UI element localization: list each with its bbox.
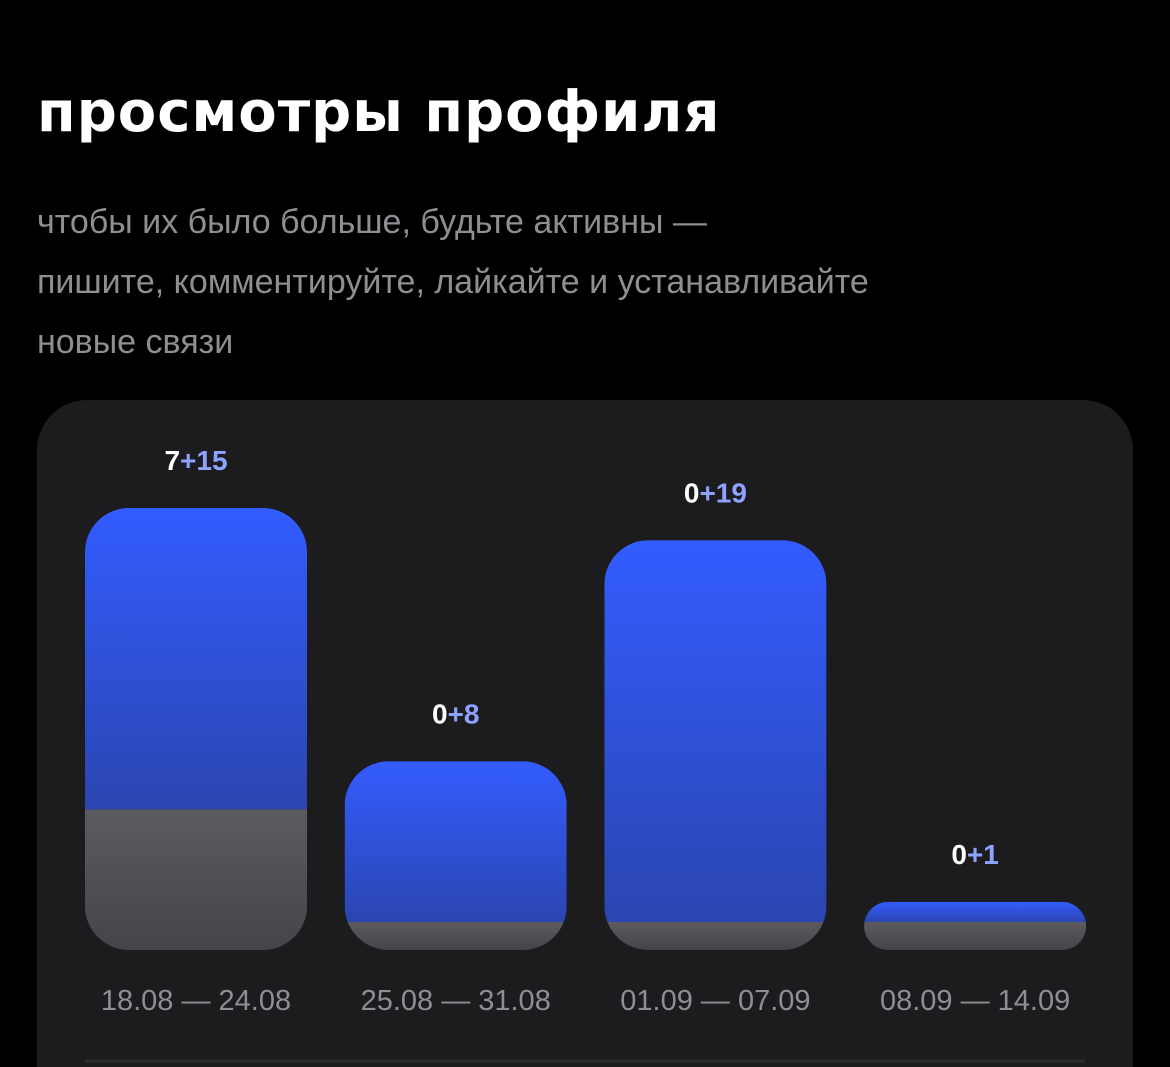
bar-group [604,540,827,950]
bar-group [344,761,567,950]
value-label-base: 0 [951,839,967,870]
bar-segment [344,922,567,950]
value-label-base: 0 [684,477,700,508]
x-tick-label: 08.09 — 14.09 [880,985,1070,1017]
subtitle: чтобы их было больше, будьте активны — п… [37,192,869,372]
bar-segment [864,922,1087,950]
bar-segment [85,508,307,810]
value-label-added: +8 [448,698,480,729]
value-label-base: 0 [432,698,448,729]
subtitle-line: новые связи [37,323,234,361]
value-label: 0+1 [951,839,999,870]
bar-group [85,508,307,950]
bar-segment [344,761,567,922]
subtitle-line: пишите, комментируйте, лайкайте и устана… [37,263,869,301]
value-label-base: 7 [164,445,180,476]
bar-group [864,901,1087,950]
bar-segment [85,809,307,950]
card [37,400,1133,1067]
x-tick-label: 18.08 — 24.08 [101,985,291,1017]
x-tick-label: 25.08 — 31.08 [361,985,551,1017]
subtitle-line: чтобы их было больше, будьте активны — [37,203,707,241]
bar-segment [604,540,827,922]
value-label-added: +19 [699,477,747,508]
bar-segment [604,922,827,950]
x-tick-label: 01.09 — 07.09 [620,985,810,1017]
value-label: 7+15 [164,445,227,476]
title: просмотры профиля [37,80,721,145]
value-label-added: +1 [967,839,999,870]
bar-segment [864,901,1087,922]
value-label: 0+19 [684,477,747,508]
value-label: 0+8 [432,698,480,729]
value-label-added: +15 [180,445,228,476]
